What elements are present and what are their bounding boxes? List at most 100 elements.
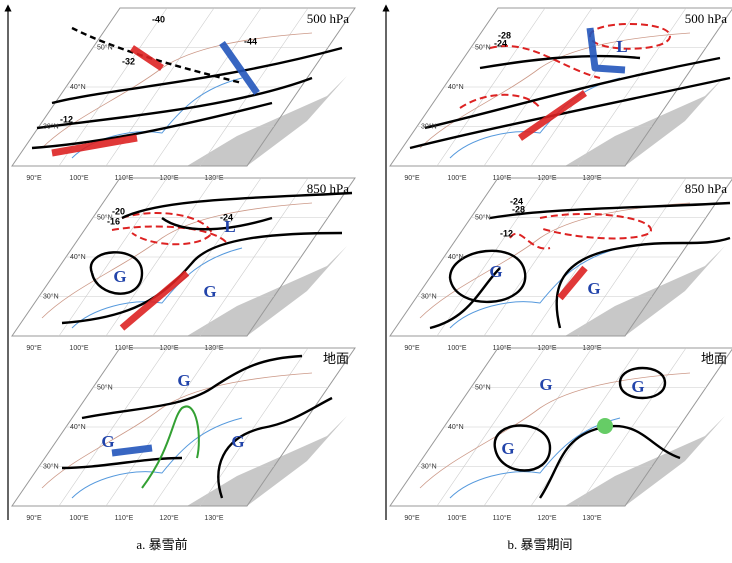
lat-label: 30°N	[43, 292, 59, 300]
panel-caption: b. 暴雪期间	[507, 537, 572, 552]
flow-arrow	[518, 90, 587, 141]
lon-label: 90°E	[26, 174, 42, 182]
land	[187, 76, 347, 166]
coastline	[449, 77, 621, 159]
lat-label: 40°N	[70, 253, 86, 261]
map-frame	[389, 7, 732, 167]
contour	[31, 101, 273, 150]
pressure-center: G	[501, 439, 514, 458]
lat-label: 50°N	[97, 43, 113, 51]
pressure-center: G	[231, 432, 244, 451]
level-label: 500 hPa	[685, 11, 727, 26]
border	[419, 372, 691, 489]
lat-label: 50°N	[475, 383, 491, 391]
border	[419, 202, 691, 319]
contour-label: -40	[152, 14, 165, 24]
coastline	[449, 247, 621, 329]
lon-label: 100°E	[69, 174, 88, 182]
contour	[81, 354, 303, 420]
contour	[424, 56, 721, 130]
lon-label: 90°E	[404, 174, 420, 182]
contour-label: -12	[500, 228, 513, 238]
contour	[555, 236, 731, 329]
lon-label: 90°E	[404, 344, 420, 352]
contour	[618, 366, 667, 400]
lat-label: 50°N	[475, 213, 491, 221]
pressure-center: L	[224, 217, 235, 236]
pressure-center: G	[101, 432, 114, 451]
map-frame	[389, 347, 732, 507]
layer-map: 500 hPa -40 -44 -32 -12 50°N 40°N 30°N 90°E 100°E…	[11, 7, 356, 182]
lat-label: 30°N	[43, 122, 59, 130]
map-frame	[11, 177, 356, 337]
pressure-center: L	[616, 37, 627, 56]
level-label: 地面	[323, 351, 349, 366]
contour-label: -24	[220, 212, 233, 222]
red-contour	[459, 93, 541, 109]
flow-arrow	[130, 45, 164, 71]
lon-label: 100°E	[69, 344, 88, 352]
lon-label: 100°E	[69, 514, 88, 522]
contour	[61, 231, 343, 325]
lat-label: 40°N	[448, 423, 464, 431]
contour-label: -32	[122, 56, 135, 66]
land	[187, 416, 347, 506]
contour-label: -44	[244, 36, 257, 46]
lat-label: 50°N	[97, 383, 113, 391]
pressure-center: G	[177, 371, 190, 390]
lat-label: 40°N	[70, 423, 86, 431]
front-line	[141, 405, 200, 489]
lon-label: 120°E	[537, 514, 556, 522]
map-frame	[11, 7, 356, 167]
contour	[121, 191, 353, 220]
land	[187, 246, 347, 336]
contour-label: -28	[498, 30, 511, 40]
lon-label: 110°E	[115, 514, 134, 522]
contour-label: -24	[494, 38, 507, 48]
map-frame	[11, 347, 356, 507]
land	[565, 76, 725, 166]
level-label: 850 hPa	[307, 181, 349, 196]
layer-map: 地面 G G G 50°N 40°N 30°N 90°E 100°E 110°E 120°E 130°…	[11, 347, 356, 522]
contour-label: -24	[510, 196, 523, 206]
level-label: 地面	[701, 351, 727, 366]
contour	[89, 251, 144, 295]
border	[419, 32, 691, 149]
contour	[493, 424, 552, 472]
border	[41, 372, 313, 489]
contour-label: -20	[112, 206, 125, 216]
lon-label: 130°E	[204, 514, 223, 522]
pressure-center: G	[587, 279, 600, 298]
contour	[61, 456, 183, 470]
layer-map: 850 hPa -24-28 -12 G G 50°N 40°N 30°N 90°E 100°E 1…	[389, 177, 732, 352]
contour	[217, 396, 333, 499]
pressure-center: G	[203, 282, 216, 301]
contour-label: -16	[107, 216, 120, 226]
lat-label: 40°N	[448, 83, 464, 91]
coastline	[71, 247, 243, 329]
lon-label: 100°E	[447, 344, 466, 352]
red-contour	[539, 213, 652, 240]
pressure-center: G	[539, 375, 552, 394]
red-contour	[589, 23, 672, 50]
level-label: 500 hPa	[307, 11, 349, 26]
coastline	[449, 417, 621, 499]
border	[41, 202, 313, 319]
lon-label: 130°E	[582, 514, 601, 522]
flow-arrow	[119, 270, 190, 331]
contour	[429, 267, 501, 330]
lon-label: 110°E	[493, 514, 512, 522]
contour-label: -12	[60, 114, 73, 124]
contour	[161, 216, 273, 231]
lon-label: 90°E	[404, 514, 420, 522]
lat-label: 40°N	[448, 253, 464, 261]
layer-map: 500 hPa-28-24 L50°N40°N30°N90°E 100°E 110°E…	[389, 7, 732, 182]
lon-label: 90°E	[26, 344, 42, 352]
lon-label: 100°E	[447, 174, 466, 182]
lat-label: 30°N	[421, 462, 437, 470]
contour	[479, 54, 641, 70]
red-contour	[111, 225, 228, 244]
pressure-center: G	[489, 262, 502, 281]
lat-label: 50°N	[475, 43, 491, 51]
